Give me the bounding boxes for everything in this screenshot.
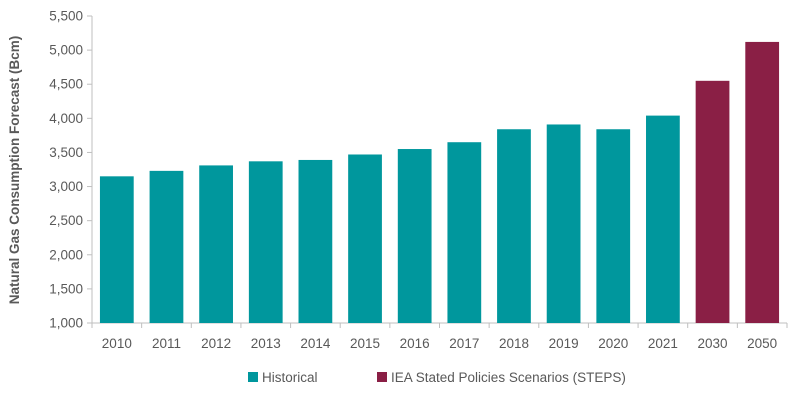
y-tick-label: 4,000 [49, 111, 83, 126]
y-tick-label: 3,500 [49, 145, 83, 160]
bar-2015 [348, 154, 382, 323]
x-tick-label: 2010 [102, 336, 132, 351]
bars [99, 41, 780, 324]
legend-swatch [248, 372, 258, 382]
y-tick-label: 4,500 [49, 77, 83, 92]
y-tick-label: 2,500 [49, 213, 83, 228]
bar-2012 [199, 165, 233, 323]
bar-2020 [596, 129, 631, 323]
legend-label: Historical [262, 370, 318, 385]
bar-2010 [99, 176, 134, 323]
y-tick-label: 3,000 [49, 179, 83, 194]
y-axis-title: Natural Gas Consumption Forecast (Bcm) [7, 36, 22, 305]
bar-2017 [447, 142, 482, 323]
x-tick-label: 2020 [598, 336, 628, 351]
x-tick-label: 2021 [648, 336, 678, 351]
bar-2014 [298, 159, 333, 323]
legend-swatch [377, 372, 387, 382]
x-tick-label: 2015 [350, 336, 380, 351]
y-tick-label: 5,000 [49, 43, 83, 58]
bar-2018 [497, 129, 531, 323]
legend-label: IEA Stated Policies Scenarios (STEPS) [391, 370, 626, 385]
y-tick-label: 2,000 [49, 247, 83, 262]
y-axis: 1,000 1,500 2,000 2,500 3,000 3,500 4,000 4,500… [49, 9, 93, 331]
y-tick-label: 1,000 [49, 316, 83, 331]
bar-2016 [397, 149, 432, 323]
x-tick-label: 2030 [698, 336, 728, 351]
bar-2030 [695, 80, 730, 323]
x-tick-label: 2017 [449, 336, 479, 351]
y-tick-label: 1,500 [49, 281, 83, 296]
bar-2013 [248, 161, 283, 323]
bar-2011 [149, 170, 184, 323]
legend: Historical IEA Stated Policies Scenarios … [248, 370, 626, 385]
bar-2050 [745, 41, 780, 324]
x-tick-label: 2012 [201, 336, 231, 351]
x-tick-label: 2050 [747, 336, 777, 351]
x-tick-label: 2013 [251, 336, 281, 351]
bar-2019 [546, 124, 581, 324]
x-tick-label: 2019 [549, 336, 579, 351]
y-tick-label: 5,500 [49, 9, 83, 24]
x-tick-label: 2016 [400, 336, 430, 351]
x-tick-label: 2014 [300, 336, 331, 351]
x-axis: 2010 2011 2012 2013 2014 2015 2016 2017 2018 2019… [91, 322, 788, 351]
x-tick-label: 2011 [152, 336, 181, 351]
bar-2021 [646, 115, 680, 323]
x-tick-label: 2018 [499, 336, 529, 351]
